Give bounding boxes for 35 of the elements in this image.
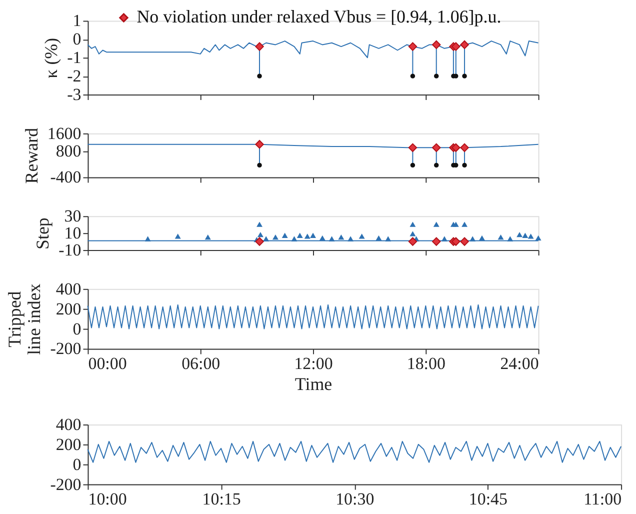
- x-tick-label: 12:00: [294, 354, 333, 374]
- y-tick-label: -2: [67, 66, 82, 86]
- x-tick-label: 06:00: [182, 354, 220, 374]
- y-tick-label: 400: [56, 414, 82, 434]
- x-tick-label: 10:45: [468, 490, 508, 509]
- y-tick-label: -3: [67, 84, 82, 104]
- y-axis-title: Tripped line index: [4, 284, 44, 355]
- y-tick-label: 10: [64, 224, 82, 243]
- x-axis-title: Time: [294, 374, 332, 394]
- y-axis-title: κ (%): [41, 38, 62, 78]
- y-axis-title: Reward: [21, 128, 42, 184]
- y-tick-label: 200: [56, 299, 82, 318]
- y-axis-title: Step: [32, 218, 53, 250]
- y-tick-label: 1: [72, 11, 82, 30]
- x-tick-label: 18:00: [406, 354, 446, 374]
- y-tick-label: 0: [72, 319, 82, 338]
- y-tick-label: 800: [56, 141, 82, 160]
- x-tick-label: 10:15: [202, 490, 241, 509]
- x-tick-label: 10:00: [88, 490, 127, 509]
- x-tick-label: 11:00: [584, 490, 622, 509]
- y-tick-label: 1600: [47, 124, 82, 143]
- x-tick-label: 10:30: [336, 490, 374, 509]
- x-tick-label: 24:00: [500, 354, 539, 374]
- y-tick-label: 0: [72, 30, 82, 49]
- y-tick-label: -10: [58, 240, 82, 260]
- x-tick-label: 00:00: [88, 354, 127, 374]
- legend-label: No violation under relaxed Vbus = [0.94, 1.06]p.u.: [136, 6, 502, 27]
- y-tick-label: 30: [64, 206, 82, 226]
- y-tick-label: 0: [72, 454, 82, 474]
- y-tick-label: -1: [67, 48, 82, 68]
- y-tick-label: -200: [50, 474, 82, 494]
- y-tick-label: -400: [50, 168, 82, 187]
- y-tick-label: 400: [56, 279, 82, 298]
- y-tick-label: 200: [56, 434, 82, 454]
- y-tick-label: -200: [50, 339, 82, 358]
